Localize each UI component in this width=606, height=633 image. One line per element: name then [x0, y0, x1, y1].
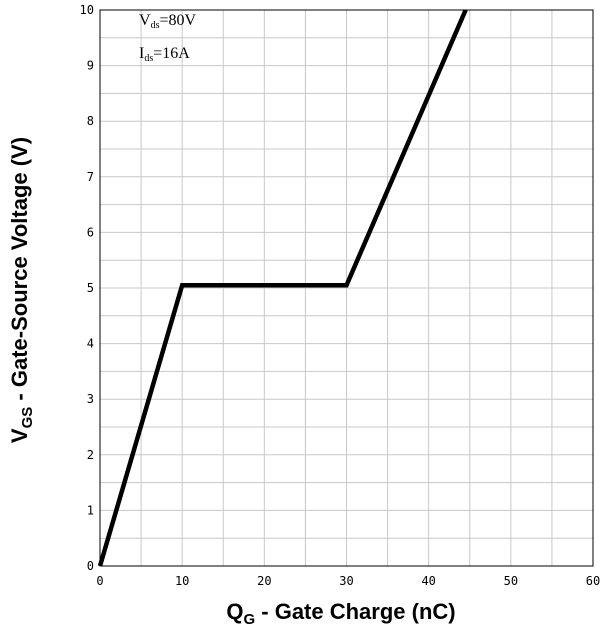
x-axis-title: QG - Gate Charge (nC) — [226, 599, 455, 628]
y-tick-label: 9 — [87, 59, 94, 73]
tick-labels: 0 10 20 30 40 50 60 0 1 2 3 4 5 6 7 8 9 10 — [80, 3, 601, 588]
y-tick-label: 3 — [87, 392, 94, 406]
gate-charge-series-line — [97, 9, 468, 567]
y-tick-label: 2 — [87, 448, 94, 462]
annotation-ids: Ids=16A — [139, 45, 190, 64]
series-lines — [97, 9, 468, 567]
x-tick-label: 60 — [586, 574, 600, 588]
x-tick-label: 0 — [96, 574, 103, 588]
y-axis-title: VGS - Gate-Source Voltage (V) — [7, 137, 36, 443]
x-tick-label: 10 — [175, 574, 189, 588]
y-tick-label: 4 — [87, 337, 94, 351]
x-tick-label: 30 — [339, 574, 353, 588]
y-tick-label: 10 — [80, 3, 94, 17]
plot-frame — [99, 9, 594, 567]
y-tick-label: 5 — [87, 281, 94, 295]
x-tick-label: 20 — [257, 574, 271, 588]
x-tick-label: 40 — [421, 574, 435, 588]
grid-lines — [100, 10, 593, 566]
y-tick-label: 8 — [87, 114, 94, 128]
y-tick-label: 6 — [87, 225, 94, 239]
x-tick-label: 50 — [504, 574, 518, 588]
y-tick-label: 7 — [87, 170, 94, 184]
y-tick-label: 1 — [87, 503, 94, 517]
y-tick-label: 0 — [87, 559, 94, 573]
annotation-vds: Vds=80V — [139, 12, 196, 31]
